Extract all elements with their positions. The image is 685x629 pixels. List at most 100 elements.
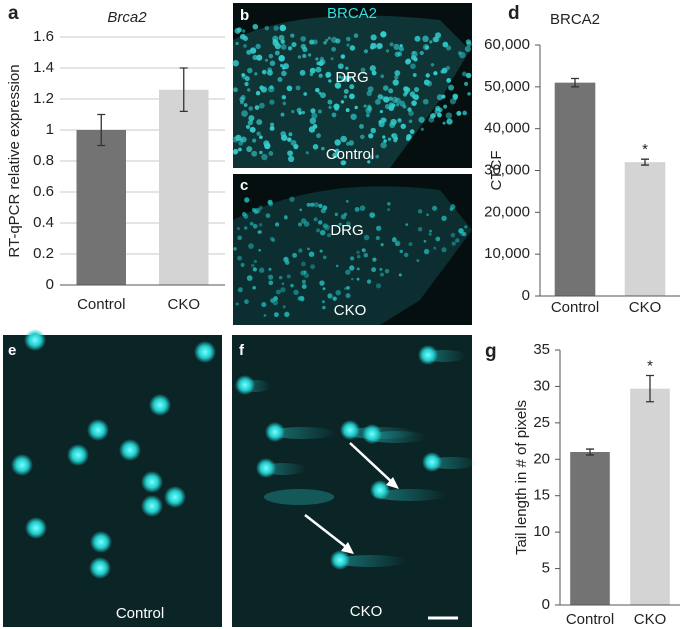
nucleus [235, 134, 242, 142]
nucleus [324, 224, 330, 231]
bar [570, 452, 610, 605]
nucleus [319, 229, 326, 236]
nucleus [269, 236, 275, 242]
nucleus [278, 55, 285, 62]
nucleus [269, 60, 276, 67]
y-tick-label: 0.8 [33, 152, 54, 169]
nucleus [413, 94, 419, 101]
x-tick-label: CKO [167, 296, 200, 313]
nucleus [240, 263, 245, 267]
nucleus [268, 280, 274, 286]
nucleus [399, 249, 404, 254]
nucleus [318, 220, 323, 225]
nucleus [361, 248, 366, 253]
nucleus [411, 50, 418, 58]
nucleus [340, 135, 347, 143]
nucleus [281, 282, 285, 286]
nucleus [394, 240, 401, 247]
y-tick-label: 1.4 [33, 59, 54, 76]
nucleus [425, 73, 430, 78]
y-tick-label: 1 [46, 121, 54, 138]
nucleus [284, 311, 290, 318]
nucleus [341, 75, 348, 83]
nucleus [338, 222, 342, 226]
nucleus [375, 235, 380, 241]
nucleus [325, 38, 329, 42]
y-tick-label: 20,000 [484, 203, 530, 220]
nucleus [322, 305, 326, 310]
nucleus [252, 138, 257, 143]
nucleus [255, 43, 261, 50]
nucleus [269, 85, 274, 89]
nucleus [269, 99, 275, 105]
nucleus [268, 151, 274, 156]
nucleus [423, 239, 427, 243]
nucleus [263, 314, 267, 317]
nucleus [301, 284, 307, 289]
nucleus [410, 63, 416, 70]
nucleus [366, 90, 372, 97]
y-axis-label: RT-qPCR relative expression [6, 64, 23, 257]
nucleus [268, 53, 274, 59]
nucleus [387, 202, 391, 206]
nucleus [349, 93, 355, 100]
panel-letter: d [508, 3, 520, 24]
nucleus [320, 92, 326, 99]
nucleus [272, 299, 278, 306]
nucleus [327, 36, 331, 40]
nucleus [238, 147, 242, 152]
nucleus [259, 102, 265, 109]
nucleus [335, 38, 341, 44]
nucleus [240, 136, 247, 143]
nucleus [465, 72, 472, 79]
nucleus [380, 142, 387, 149]
nucleus [414, 35, 421, 42]
condition-label: Control [326, 146, 374, 163]
nucleus [290, 33, 295, 38]
nucleus [255, 90, 261, 96]
nucleus [279, 64, 284, 68]
nucleus [279, 24, 287, 32]
nucleus [464, 45, 471, 52]
nucleus [286, 274, 291, 279]
y-tick-label: 0.2 [33, 245, 54, 262]
nucleus [442, 121, 446, 125]
nucleus [295, 85, 301, 91]
error-bar [586, 448, 594, 456]
nuclei [11, 23, 478, 579]
arrow [349, 442, 396, 486]
comet-head [340, 420, 360, 440]
nucleus [426, 80, 433, 87]
comet-tail [264, 489, 334, 505]
nucleus [282, 305, 286, 309]
nucleus [280, 112, 285, 117]
nucleus [301, 110, 306, 115]
nucleus [316, 228, 321, 233]
nucleus [450, 232, 456, 238]
nucleus [338, 75, 342, 79]
nucleus [448, 84, 455, 91]
nucleus [315, 87, 320, 93]
nucleus [345, 36, 351, 42]
nucleus [244, 299, 249, 305]
nucleus [464, 225, 468, 229]
nucleus [293, 144, 299, 150]
nucleus [304, 273, 310, 279]
nucleus [350, 113, 357, 120]
nucleus [256, 119, 263, 126]
nucleus [259, 267, 265, 273]
nucleus [253, 259, 258, 264]
nucleus [269, 125, 275, 131]
nucleus [309, 39, 315, 45]
nucleus [241, 110, 248, 117]
panel-letter: e [8, 342, 16, 359]
nucleus [332, 296, 337, 301]
nucleus [252, 23, 259, 30]
nucleus [420, 127, 424, 131]
nucleus [236, 227, 241, 231]
nucleus [302, 46, 308, 53]
nucleus [240, 94, 246, 101]
nucleus [327, 99, 333, 105]
nucleus [379, 110, 383, 114]
nucleus [363, 252, 369, 258]
